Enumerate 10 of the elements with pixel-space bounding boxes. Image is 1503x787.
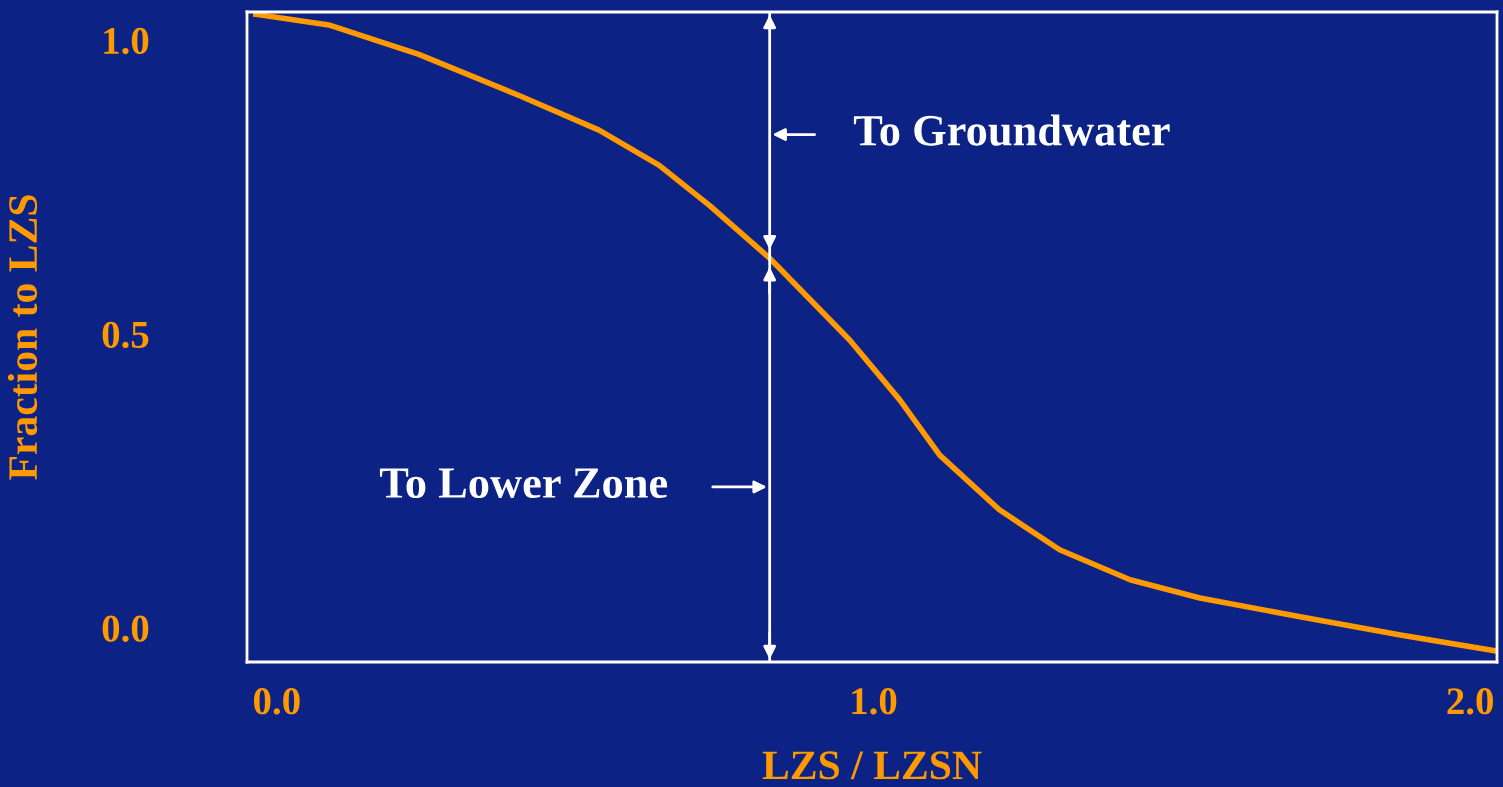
x-tick-label: 2.0 (1447, 688, 1493, 715)
x-tick-label: 0.0 (254, 688, 300, 715)
y-tick-label: 0.0 (102, 615, 149, 642)
y-tick-label: 0.5 (102, 321, 149, 349)
x-tick-label: 1.0 (852, 688, 897, 715)
annotation: To Groundwater (853, 114, 1170, 146)
y-axis-title: Fraction to LZS (7, 195, 38, 480)
y-tick-label: 1.0 (104, 27, 149, 55)
annotation: To Lower Zone (379, 468, 668, 499)
x-axis-title: LZS / LZSN (762, 751, 982, 780)
